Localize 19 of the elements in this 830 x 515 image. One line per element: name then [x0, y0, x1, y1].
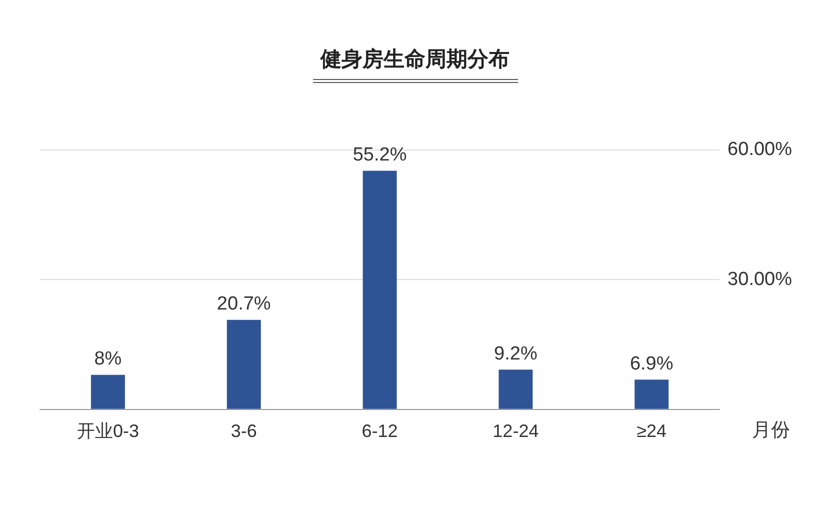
data-label: 9.2%	[494, 343, 538, 364]
chart-title: 健身房生命周期分布	[312, 45, 518, 83]
x-axis-title: 月份	[752, 420, 790, 442]
y-tick-label: 30.00%	[728, 268, 792, 290]
x-tick-label: 12-24	[492, 421, 539, 442]
data-label: 6.9%	[630, 353, 674, 374]
x-tick-label: 开业0-3	[76, 421, 139, 442]
x-tick-label: 3-6	[230, 421, 257, 442]
bar	[634, 380, 669, 409]
data-label: 20.7%	[216, 294, 271, 315]
bar	[498, 370, 533, 409]
bar	[90, 374, 125, 409]
bar	[362, 170, 397, 409]
x-tick-label: ≥24	[636, 421, 667, 442]
x-tick-label: 6-12	[362, 421, 398, 442]
bar	[226, 320, 261, 409]
data-label: 55.2%	[352, 144, 407, 166]
y-tick-label: 60.00%	[728, 139, 792, 160]
data-label: 8%	[94, 348, 122, 370]
